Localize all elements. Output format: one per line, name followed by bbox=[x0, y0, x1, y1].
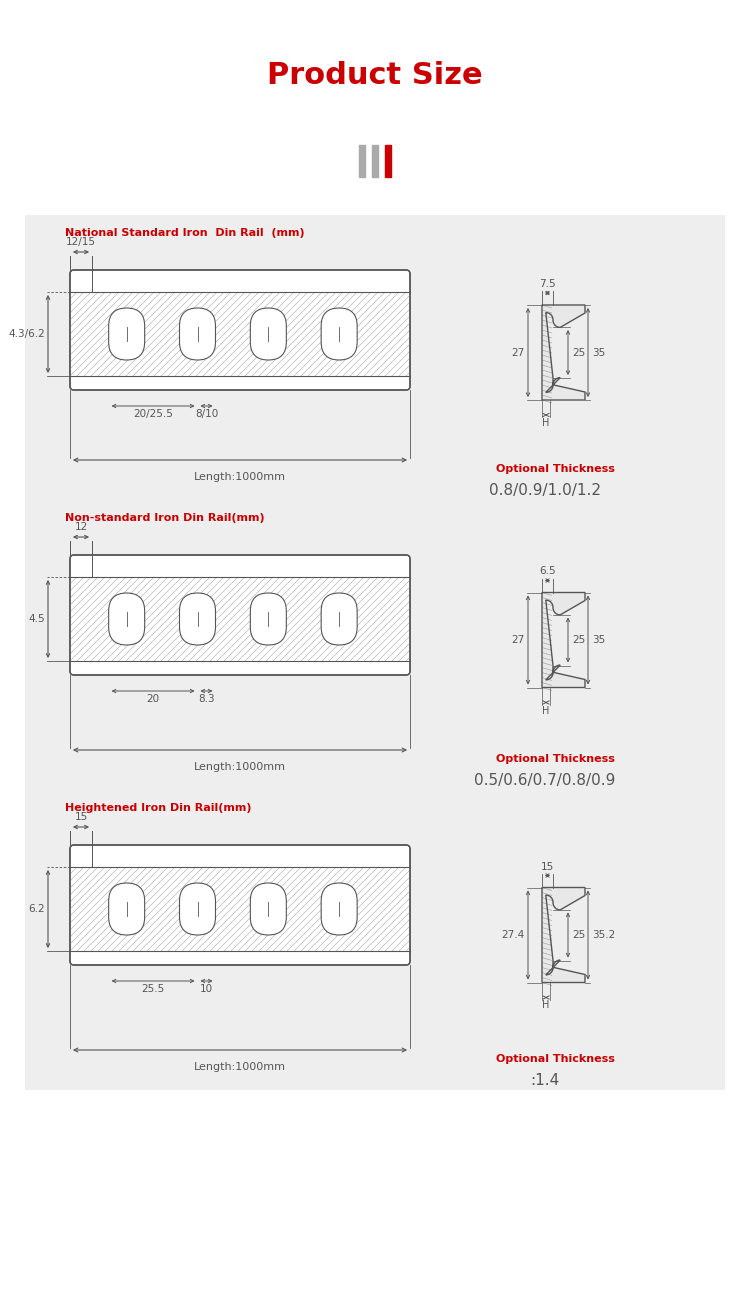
Polygon shape bbox=[542, 305, 585, 400]
Text: Optional Thickness: Optional Thickness bbox=[496, 464, 614, 473]
Text: 27: 27 bbox=[512, 634, 525, 645]
Text: 25: 25 bbox=[572, 634, 585, 645]
Text: Product Size: Product Size bbox=[267, 60, 483, 89]
Text: 35: 35 bbox=[592, 634, 605, 645]
Text: Non-standard Iron Din Rail(mm): Non-standard Iron Din Rail(mm) bbox=[65, 513, 265, 523]
Text: Length:1000mm: Length:1000mm bbox=[194, 763, 286, 772]
Text: 6.2: 6.2 bbox=[28, 904, 45, 914]
Text: Length:1000mm: Length:1000mm bbox=[194, 1062, 286, 1073]
Bar bbox=[70, 292, 410, 375]
Text: 12/15: 12/15 bbox=[66, 237, 96, 247]
FancyBboxPatch shape bbox=[109, 307, 145, 360]
Text: Optional Thickness: Optional Thickness bbox=[496, 1054, 614, 1063]
Text: 35.2: 35.2 bbox=[592, 930, 615, 940]
FancyBboxPatch shape bbox=[321, 593, 357, 645]
Bar bbox=[25, 790, 725, 1090]
FancyBboxPatch shape bbox=[109, 883, 145, 935]
Text: H: H bbox=[542, 1001, 550, 1011]
Bar bbox=[385, 145, 391, 177]
Bar bbox=[359, 145, 365, 177]
Bar bbox=[25, 500, 725, 790]
FancyBboxPatch shape bbox=[179, 883, 215, 935]
Text: 35: 35 bbox=[592, 348, 605, 357]
Text: 4.3/6.2: 4.3/6.2 bbox=[8, 330, 45, 339]
FancyBboxPatch shape bbox=[321, 307, 357, 360]
Text: National Standard Iron  Din Rail  (mm): National Standard Iron Din Rail (mm) bbox=[65, 228, 305, 238]
FancyBboxPatch shape bbox=[179, 593, 215, 645]
FancyBboxPatch shape bbox=[70, 269, 410, 390]
Text: :1.4: :1.4 bbox=[530, 1073, 560, 1088]
Text: 25.5: 25.5 bbox=[142, 984, 165, 994]
Text: Heightened Iron Din Rail(mm): Heightened Iron Din Rail(mm) bbox=[65, 803, 251, 814]
Text: 27.4: 27.4 bbox=[502, 930, 525, 940]
Text: 25: 25 bbox=[572, 348, 585, 357]
Bar bbox=[70, 577, 410, 661]
FancyBboxPatch shape bbox=[70, 555, 410, 675]
Text: 4.5: 4.5 bbox=[28, 613, 45, 624]
Text: Length:1000mm: Length:1000mm bbox=[194, 472, 286, 483]
Text: 20: 20 bbox=[146, 695, 160, 704]
Text: 15: 15 bbox=[541, 862, 554, 871]
Bar bbox=[25, 215, 725, 500]
Text: 27: 27 bbox=[512, 348, 525, 357]
Polygon shape bbox=[542, 593, 585, 688]
Text: H: H bbox=[542, 419, 550, 428]
Text: 25: 25 bbox=[572, 930, 585, 940]
Bar bbox=[372, 145, 378, 177]
Text: 7.5: 7.5 bbox=[539, 279, 556, 289]
FancyBboxPatch shape bbox=[109, 593, 145, 645]
FancyBboxPatch shape bbox=[251, 593, 286, 645]
Text: 8/10: 8/10 bbox=[195, 409, 218, 419]
Text: 12: 12 bbox=[74, 522, 88, 532]
FancyBboxPatch shape bbox=[251, 883, 286, 935]
Text: H: H bbox=[542, 705, 550, 715]
Text: Optional Thickness: Optional Thickness bbox=[496, 753, 614, 764]
Text: 10: 10 bbox=[200, 984, 213, 994]
Text: 20/25.5: 20/25.5 bbox=[134, 409, 173, 419]
FancyBboxPatch shape bbox=[321, 883, 357, 935]
Text: 0.8/0.9/1.0/1.2: 0.8/0.9/1.0/1.2 bbox=[489, 483, 601, 498]
FancyBboxPatch shape bbox=[251, 307, 286, 360]
Text: 0.5/0.6/0.7/0.8/0.9: 0.5/0.6/0.7/0.8/0.9 bbox=[474, 773, 616, 787]
Bar bbox=[70, 867, 410, 951]
FancyBboxPatch shape bbox=[179, 307, 215, 360]
Text: 15: 15 bbox=[74, 812, 88, 821]
Polygon shape bbox=[542, 888, 585, 982]
FancyBboxPatch shape bbox=[70, 845, 410, 965]
Text: 8.3: 8.3 bbox=[198, 695, 214, 704]
Text: 6.5: 6.5 bbox=[539, 566, 556, 577]
